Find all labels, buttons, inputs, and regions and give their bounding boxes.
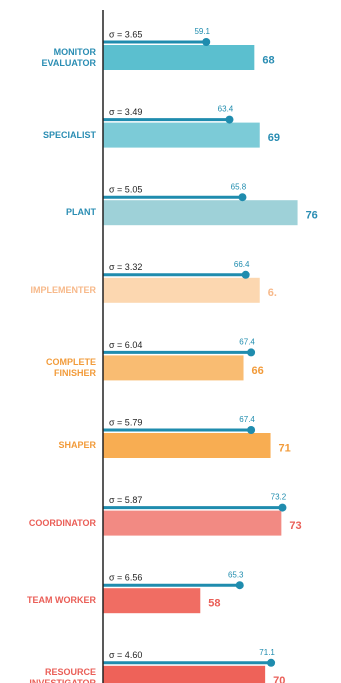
category-label: IMPLEMENTER xyxy=(30,284,96,295)
dot-label: 67.4 xyxy=(239,338,255,347)
dot-label: 65.8 xyxy=(231,182,247,191)
category-label: SPECIALIST xyxy=(42,129,96,140)
bar xyxy=(103,510,282,536)
dot xyxy=(247,348,256,357)
category-label: COMPLETE FINISHER xyxy=(45,356,96,378)
category-label: MONITOR EVALUATOR xyxy=(41,46,96,68)
bar xyxy=(103,588,201,614)
sd-label: σ = 3.65 xyxy=(109,29,142,39)
sd-label: σ = 5.05 xyxy=(109,185,142,195)
value-label: 73 xyxy=(289,520,301,532)
bar xyxy=(103,665,266,683)
bar xyxy=(103,45,255,70)
value-label: 71 xyxy=(279,442,291,454)
dot-label: 71.1 xyxy=(259,648,275,657)
dot-label: 73.2 xyxy=(271,493,287,502)
value-label: 69 xyxy=(268,132,280,144)
dot xyxy=(267,658,276,667)
dot xyxy=(235,581,244,590)
dot xyxy=(278,503,287,512)
dot-label: 66.4 xyxy=(234,260,250,269)
bar xyxy=(103,433,271,458)
dot xyxy=(247,426,256,434)
value-label: 6. xyxy=(268,287,277,299)
dot-label: 63.4 xyxy=(218,105,234,114)
sd-label: σ = 4.60 xyxy=(109,650,142,660)
value-label: 68 xyxy=(262,54,274,66)
bar xyxy=(103,122,260,148)
sd-label: σ = 6.04 xyxy=(109,340,142,350)
dot-label: 65.3 xyxy=(228,570,244,579)
dot-label: 67.4 xyxy=(239,415,255,424)
bar xyxy=(103,277,260,303)
category-label: RESOURCE INVESTIGATOR xyxy=(29,667,96,683)
value-label: 66 xyxy=(252,365,264,377)
value-label: 76 xyxy=(306,210,318,222)
sd-label: σ = 3.49 xyxy=(109,107,142,117)
category-label: PLANT xyxy=(66,207,96,218)
dot-label: 59.1 xyxy=(194,27,210,36)
bar xyxy=(103,200,298,226)
dot xyxy=(241,270,250,279)
value-label: 58 xyxy=(208,598,220,610)
sd-label: σ = 6.56 xyxy=(109,573,142,583)
category-label: TEAM WORKER xyxy=(27,595,96,606)
bar xyxy=(103,355,244,381)
value-label: 70 xyxy=(273,675,285,683)
category-label: COORDINATOR xyxy=(28,517,96,528)
dot xyxy=(238,193,247,202)
sd-label: σ = 5.79 xyxy=(109,417,142,427)
category-label: SHAPER xyxy=(58,440,96,450)
sd-label: σ = 3.32 xyxy=(109,262,142,272)
dot xyxy=(225,115,234,124)
sd-label: σ = 5.87 xyxy=(109,495,142,505)
dot xyxy=(202,38,211,46)
